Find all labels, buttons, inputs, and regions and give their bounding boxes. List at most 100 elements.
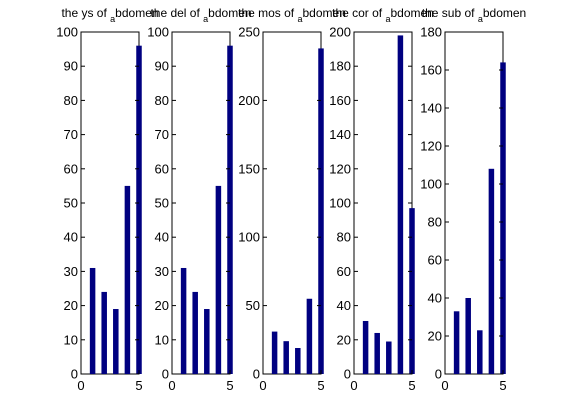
x-tick-label: 0	[168, 378, 175, 393]
x-tick-label: 0	[77, 378, 84, 393]
bar	[500, 62, 506, 375]
y-tick-label: 100	[420, 177, 442, 192]
subplot-title-prefix: the ys of	[61, 6, 110, 20]
x-tick-label: 5	[317, 378, 324, 393]
subplot-title-suffix: bdomen	[303, 6, 346, 20]
y-tick-label: 40	[337, 298, 351, 313]
subplot-title-prefix: the del of	[150, 6, 203, 20]
subplot-2: 0 10 20 30 40 50 60 70 80 90 100 0 5 the del of abdom…	[147, 6, 251, 393]
y-tick-label: 0	[253, 367, 260, 382]
bar	[453, 311, 460, 374]
subplot-title: the sub of abdomen	[422, 6, 526, 24]
subplot-title: the mos of abdomen	[238, 6, 346, 24]
y-tick-label: 80	[337, 230, 351, 245]
bar	[124, 185, 131, 374]
x-tick-label: 5	[226, 378, 233, 393]
y-tick-label: 90	[64, 59, 78, 74]
bar	[271, 331, 278, 374]
subplot-title-subscript: a	[203, 14, 208, 24]
y-tick-label: 120	[329, 161, 351, 176]
y-tick-label: 80	[64, 93, 78, 108]
y-tick-label: 100	[238, 230, 260, 245]
x-tick-label: 5	[135, 378, 142, 393]
y-tick-label: 60	[428, 253, 442, 268]
subplot-title: the cor of abdomen	[332, 6, 434, 24]
axes-frame	[171, 31, 231, 375]
x-tick-label: 5	[408, 378, 415, 393]
bar	[386, 341, 392, 374]
x-tick-label: 5	[499, 378, 506, 393]
y-tick-label: 120	[420, 139, 442, 154]
bar	[113, 309, 119, 374]
bar	[295, 348, 301, 374]
subplot-title: the ys of abdomen	[61, 6, 158, 24]
bar	[409, 208, 415, 374]
y-tick-label: 10	[155, 332, 169, 347]
y-tick-label: 60	[337, 264, 351, 279]
axes-frame	[353, 31, 413, 375]
bar	[283, 341, 289, 374]
y-tick-label: 60	[155, 161, 169, 176]
y-tick-label: 0	[435, 367, 442, 382]
subplot-title-prefix: the mos of	[238, 6, 297, 20]
bar	[180, 267, 187, 374]
y-tick-label: 140	[329, 127, 351, 142]
x-tick-label: 0	[350, 378, 357, 393]
axes-frame	[444, 31, 504, 375]
bar	[215, 185, 222, 374]
y-tick-label: 100	[147, 25, 169, 40]
bar	[136, 45, 142, 375]
bar	[465, 298, 471, 374]
axes-frame	[262, 31, 322, 375]
bar	[192, 291, 198, 374]
subplot-title-subscript: a	[110, 14, 115, 24]
subplot-1: 0 10 20 30 40 50 60 70 80 90 100 0 5 the ys of abdome…	[56, 6, 158, 393]
y-tick-label: 200	[238, 93, 260, 108]
bar	[488, 168, 495, 374]
y-tick-label: 40	[428, 291, 442, 306]
y-tick-label: 200	[329, 25, 351, 40]
axes-frame	[80, 31, 140, 375]
bar	[306, 298, 313, 374]
y-tick-label: 0	[162, 367, 169, 382]
y-tick-label: 40	[64, 230, 78, 245]
bar	[101, 291, 107, 374]
subplot-title-subscript: a	[478, 14, 483, 24]
bar	[318, 48, 324, 375]
y-tick-label: 150	[238, 161, 260, 176]
y-tick-label: 80	[155, 93, 169, 108]
subplot-3: 0 50 100 150 200 250 0 5 the mos of abdomen	[238, 6, 346, 393]
subplot-title-suffix: bdomen	[115, 6, 158, 20]
y-tick-label: 180	[420, 25, 442, 40]
y-tick-label: 20	[337, 332, 351, 347]
subplot-title-subscript: a	[297, 14, 302, 24]
bar	[204, 309, 210, 374]
y-tick-label: 160	[329, 93, 351, 108]
y-tick-label: 70	[64, 127, 78, 142]
bar	[362, 320, 369, 374]
y-tick-label: 50	[246, 298, 260, 313]
subplot-5: 0 20 40 60 80 100 120 140 160 180 0 5 the sub of abd…	[420, 6, 526, 393]
x-tick-label: 0	[259, 378, 266, 393]
bar	[374, 332, 380, 374]
subplot-title-suffix: bdomen	[483, 6, 526, 20]
bar	[89, 267, 96, 374]
y-tick-label: 90	[155, 59, 169, 74]
subplot-title-prefix: the cor of	[332, 6, 385, 20]
y-tick-label: 30	[155, 264, 169, 279]
y-tick-label: 100	[329, 196, 351, 211]
y-tick-label: 100	[56, 25, 78, 40]
y-tick-label: 20	[64, 298, 78, 313]
y-tick-label: 50	[64, 196, 78, 211]
subplot-4: 0 20 40 60 80 100 120 140 160 180 200 0 5 the cor of …	[329, 6, 434, 393]
y-tick-label: 10	[64, 332, 78, 347]
y-tick-label: 80	[428, 215, 442, 230]
y-tick-label: 20	[155, 298, 169, 313]
y-tick-label: 160	[420, 63, 442, 78]
y-tick-label: 0	[71, 367, 78, 382]
y-tick-label: 60	[64, 161, 78, 176]
y-tick-label: 50	[155, 196, 169, 211]
subplot-title-suffix: bdomen	[391, 6, 434, 20]
y-tick-label: 180	[329, 59, 351, 74]
